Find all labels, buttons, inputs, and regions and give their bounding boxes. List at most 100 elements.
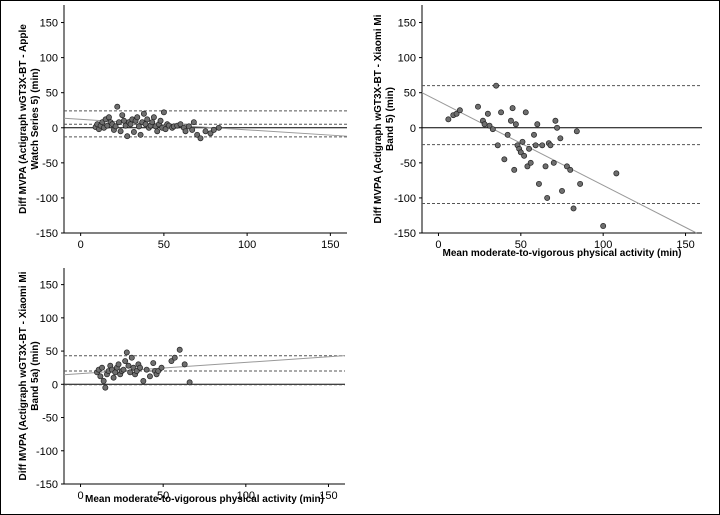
data-point [150, 114, 157, 121]
x-tick-label: 150 [676, 239, 694, 251]
data-point [519, 138, 526, 145]
data-point [150, 360, 157, 366]
y-tick-label: -100 [394, 193, 416, 205]
data-point [160, 109, 167, 116]
y-tick-label: -50 [42, 413, 58, 425]
data-point [486, 122, 493, 129]
data-point [158, 364, 165, 371]
data-point [547, 142, 554, 149]
data-point [534, 121, 541, 128]
y-tick-label: -100 [36, 193, 58, 205]
data-point [127, 369, 134, 376]
data-point [97, 373, 104, 380]
y-tick-label: 100 [40, 53, 58, 65]
data-point [507, 117, 514, 124]
data-point [120, 366, 127, 373]
y-tick-label: -150 [36, 228, 58, 240]
data-point [197, 135, 204, 142]
data-point [481, 121, 488, 128]
data-point [114, 103, 121, 110]
data-point [110, 374, 117, 381]
data-point [140, 110, 147, 117]
data-point [526, 145, 533, 152]
data-point [100, 378, 107, 384]
data-point [563, 163, 570, 170]
x-tick-label: 100 [594, 239, 612, 251]
data-point [522, 109, 529, 116]
data-point [554, 124, 561, 131]
data-point [123, 349, 130, 356]
y-tick-label: -100 [36, 446, 58, 458]
data-point [511, 166, 518, 173]
data-point [125, 362, 132, 369]
data-point [202, 128, 209, 135]
data-point [137, 364, 143, 371]
data-point [613, 170, 620, 177]
data-point [509, 105, 516, 112]
y-tick-label: 0 [410, 123, 416, 135]
data-point [119, 112, 126, 119]
x-axis-label: Mean moderate-to-vigorous physical activ… [85, 494, 324, 505]
data-point [494, 142, 501, 149]
data-point [215, 124, 222, 131]
data-point [185, 123, 192, 130]
data-point [177, 121, 184, 128]
data-point [517, 149, 524, 156]
x-tick-label: 150 [319, 490, 337, 502]
y-tick-label: -150 [36, 479, 58, 491]
x-tick-label: 0 [78, 239, 84, 251]
data-point [128, 354, 135, 361]
y-axis-label-line: Diff MVPA (Actigraph wGT3X-BT - Xiaomi M… [373, 14, 384, 223]
data-point [134, 114, 141, 121]
data-point [186, 379, 193, 386]
data-point [532, 142, 539, 149]
y-axis-label: Diff MVPA (Actigraph wGT3X-BT - Xiaomi M… [373, 14, 396, 223]
data-point [524, 163, 531, 170]
data-point [147, 373, 153, 380]
panel-2: -150 -100 -50 0 50 100 150 0 50 100 150 Diff MVPA (… [373, 5, 702, 259]
data-point [194, 131, 201, 138]
data-point [210, 126, 217, 133]
y-axis-label-line: Diff MVPA (Actigraph wGT3X-BT - Apple [18, 24, 29, 214]
data-point [475, 103, 481, 110]
y-tick-label: 50 [404, 88, 416, 100]
x-tick-label: 50 [158, 239, 170, 251]
y-tick-label: 150 [398, 18, 416, 30]
y-axis-label-line: Diff MVPA (Actigraph wGT3X-BT - Xiaomi M… [18, 271, 29, 480]
data-point [600, 223, 607, 229]
data-point [117, 128, 124, 135]
y-tick-label: 50 [46, 88, 58, 100]
data-point [501, 156, 508, 163]
y-tick-label: 0 [52, 379, 58, 391]
data-point [512, 121, 519, 128]
data-point [154, 128, 161, 135]
data-point [504, 131, 511, 138]
data-point [552, 117, 559, 124]
data-point [531, 131, 537, 138]
data-point [445, 116, 452, 123]
x-tick-label: 0 [435, 239, 441, 251]
x-axis-label: Mean moderate-to-vigorous physical activ… [443, 248, 682, 259]
data-point [157, 117, 164, 124]
data-point [527, 159, 534, 166]
y-tick-label: 100 [398, 53, 416, 65]
data-point [559, 187, 565, 194]
data-point [535, 180, 542, 187]
data-point [144, 116, 151, 123]
data-point [489, 126, 496, 133]
y-tick-label: -150 [394, 228, 416, 240]
data-point [130, 129, 137, 135]
data-point [181, 361, 188, 368]
data-point [120, 117, 127, 124]
data-point [557, 135, 564, 142]
data-point [190, 119, 197, 126]
y-axis-label: Diff MVPA (Actigraph wGT3X-BT - AppleWat… [18, 24, 41, 214]
y-tick-label: 150 [40, 18, 58, 30]
data-point [567, 166, 574, 173]
data-point [182, 128, 189, 135]
data-point [171, 354, 178, 361]
data-point [453, 110, 460, 117]
panel-3: -150 -100 -50 0 50 100 150 0 50 100 150 Diff MVPA (… [18, 268, 346, 505]
x-tick-label: 150 [321, 239, 339, 251]
